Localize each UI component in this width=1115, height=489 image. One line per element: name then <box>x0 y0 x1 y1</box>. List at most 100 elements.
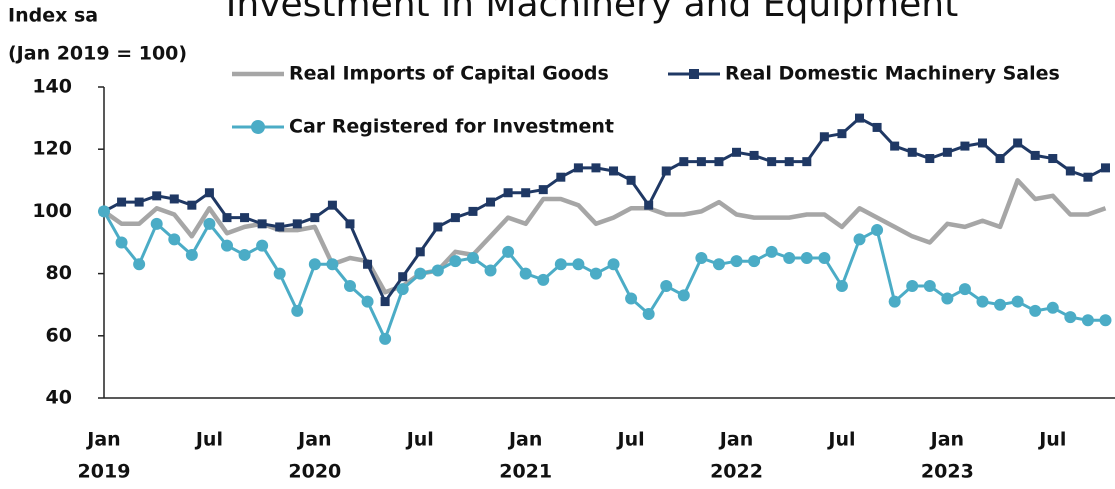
x-group-label: 2022 <box>710 461 763 483</box>
marker <box>942 147 952 157</box>
marker <box>291 304 304 317</box>
marker <box>837 129 847 139</box>
marker <box>396 283 409 296</box>
marker <box>572 258 585 271</box>
y-tick-label: 120 <box>32 138 72 160</box>
marker <box>152 191 162 201</box>
marker <box>187 200 197 210</box>
marker <box>1013 138 1023 148</box>
marker <box>784 157 794 167</box>
marker <box>169 194 179 204</box>
marker <box>521 188 531 198</box>
marker <box>819 132 829 142</box>
marker <box>519 267 532 280</box>
marker <box>835 280 848 293</box>
marker <box>890 141 900 151</box>
marker <box>1048 154 1058 164</box>
marker <box>644 200 654 210</box>
marker <box>609 166 619 176</box>
chart-title: Investment in Machinery and Equipment <box>226 0 958 25</box>
marker <box>238 248 251 261</box>
x-tick-label: Jan <box>718 429 753 451</box>
marker <box>1100 163 1110 173</box>
marker <box>115 236 128 249</box>
marker <box>222 213 232 223</box>
marker <box>923 280 936 293</box>
marker <box>414 267 427 280</box>
marker <box>1064 311 1077 324</box>
marker <box>888 295 901 308</box>
marker <box>1046 301 1059 314</box>
x-tick-label: Jan <box>507 429 542 451</box>
marker <box>450 213 460 223</box>
marker <box>185 248 198 261</box>
x-tick-label: Jul <box>405 429 434 451</box>
series-line <box>102 210 1106 341</box>
marker <box>380 297 390 307</box>
marker <box>449 255 462 268</box>
marker <box>379 332 392 345</box>
marker <box>941 292 954 305</box>
marker <box>748 255 761 268</box>
legend-label: Real Domestic Machinery Sales <box>725 63 1060 85</box>
marker <box>1083 172 1093 182</box>
marker <box>1081 314 1094 327</box>
x-tick-label: Jan <box>85 429 120 451</box>
marker <box>433 222 443 232</box>
marker <box>978 138 987 148</box>
marker <box>308 258 321 271</box>
marker <box>292 219 302 229</box>
marker <box>906 280 919 293</box>
marker <box>398 272 408 282</box>
y-tick-label: 80 <box>46 262 72 284</box>
series-line <box>103 116 1107 304</box>
marker <box>958 283 971 296</box>
marker <box>661 166 671 176</box>
marker <box>802 157 812 167</box>
marker <box>783 252 796 265</box>
marker <box>486 197 496 207</box>
marker <box>994 298 1007 311</box>
marker <box>326 258 339 271</box>
marker <box>220 239 233 252</box>
x-tick-label: Jul <box>826 429 855 451</box>
marker <box>589 267 602 280</box>
x-tick-label: Jan <box>296 429 331 451</box>
y-tick-label: 40 <box>46 387 72 409</box>
marker <box>556 172 566 182</box>
marker <box>133 258 146 271</box>
marker <box>1011 295 1024 308</box>
marker <box>872 122 882 132</box>
marker <box>749 150 759 160</box>
marker <box>1099 314 1112 327</box>
marker <box>503 188 513 198</box>
marker <box>98 205 110 218</box>
marker <box>327 200 337 210</box>
x-group-label: 2020 <box>288 461 341 483</box>
marker <box>853 233 866 246</box>
y-tick-label: 100 <box>32 200 72 222</box>
marker <box>468 206 478 216</box>
marker <box>677 289 690 302</box>
marker <box>343 280 356 293</box>
marker <box>925 154 935 164</box>
y-axis-label: (Jan 2019 = 100) <box>8 43 187 65</box>
marker <box>818 252 831 265</box>
marker <box>765 245 778 258</box>
y-axis-label: Index sa <box>8 5 98 27</box>
marker <box>466 252 479 265</box>
y-tick-label: 140 <box>32 76 72 98</box>
marker <box>995 154 1005 164</box>
marker <box>554 258 567 271</box>
legend-marker <box>689 69 699 79</box>
x-group-label: 2023 <box>921 461 974 483</box>
x-group-label: 2021 <box>499 461 552 483</box>
marker <box>345 219 355 229</box>
marker <box>800 252 813 265</box>
x-tick-label: Jan <box>929 429 964 451</box>
marker <box>871 224 884 237</box>
marker <box>1029 304 1042 317</box>
marker <box>732 147 742 157</box>
marker <box>730 255 743 268</box>
